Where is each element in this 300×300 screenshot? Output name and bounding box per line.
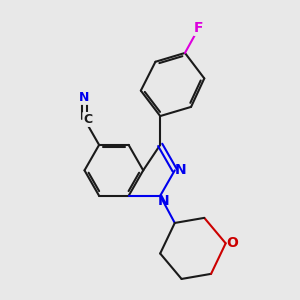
Text: F: F [194, 21, 204, 35]
Text: C: C [83, 113, 92, 126]
Text: N: N [79, 91, 90, 104]
Text: N: N [158, 194, 170, 208]
Text: O: O [226, 236, 238, 250]
Text: N: N [175, 164, 187, 177]
